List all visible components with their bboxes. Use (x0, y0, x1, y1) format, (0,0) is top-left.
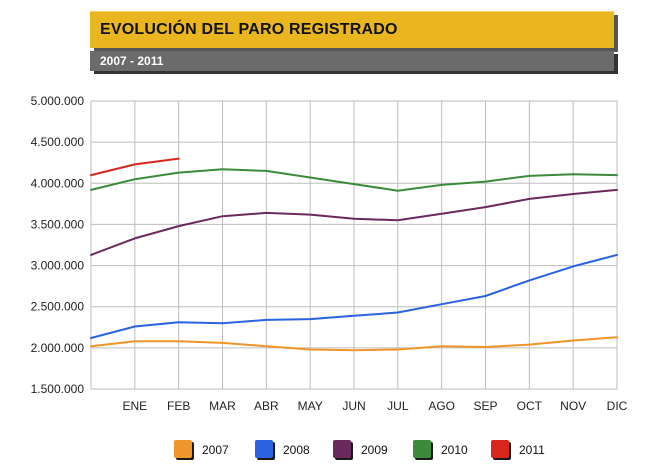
series-line-2010 (90, 168, 618, 192)
legend-label: 2008 (283, 443, 310, 457)
x-tick-label: OCT (517, 399, 543, 413)
y-tick-label: 5.000.000 (31, 94, 85, 108)
legend-label: 2007 (202, 443, 229, 457)
legend-label: 2010 (441, 443, 468, 457)
x-tick-label: AGO (428, 399, 455, 413)
x-tick-label: ABR (254, 399, 279, 413)
x-tick-label: MAY (298, 399, 323, 413)
x-tick-label: MAR (209, 399, 236, 413)
legend-label: 2009 (361, 443, 388, 457)
legend-label: 2011 (519, 443, 545, 457)
series-line-2009 (90, 188, 618, 256)
x-tick-label: FEB (167, 399, 190, 413)
legend-swatch (174, 440, 192, 458)
legend-swatch (333, 440, 351, 458)
y-tick-label: 4.500.000 (31, 135, 85, 149)
chart-subtitle-bar: 2007 - 2011 (90, 51, 614, 71)
chart-subtitle: 2007 - 2011 (100, 54, 164, 68)
chart-title-bar: EVOLUCIÓN DEL PARO REGISTRADO (90, 11, 614, 48)
chart-title: EVOLUCIÓN DEL PARO REGISTRADO (100, 21, 398, 38)
chart-legend: 2007 2008 2009 2010 2011 (0, 436, 650, 466)
y-tick-label: 3.500.000 (31, 217, 85, 231)
series-line-2007 (90, 336, 618, 352)
legend-swatch (491, 440, 509, 458)
series-line-2008 (90, 253, 618, 339)
grid-layer (90, 100, 618, 390)
y-tick-label: 2.500.000 (31, 300, 85, 314)
legend-swatch (255, 440, 273, 458)
y-tick-label: 1.500.000 (31, 382, 85, 396)
x-tick-label: NOV (560, 399, 586, 413)
x-tick-label: SEP (473, 399, 497, 413)
axis-layer: 1.500.000 2.000.000 2.500.000 3.000.000 3.50… (31, 94, 628, 413)
x-tick-label: JUN (342, 399, 365, 413)
y-tick-label: 2.000.000 (31, 341, 85, 355)
x-tick-label: ENE (122, 399, 147, 413)
y-tick-label: 3.000.000 (31, 259, 85, 273)
x-tick-label: JUL (387, 399, 409, 413)
legend-swatch (413, 440, 431, 458)
series-layer (90, 157, 618, 352)
x-tick-label: DIC (607, 399, 628, 413)
series-line-2011 (90, 157, 180, 177)
y-tick-label: 4.000.000 (31, 176, 85, 190)
